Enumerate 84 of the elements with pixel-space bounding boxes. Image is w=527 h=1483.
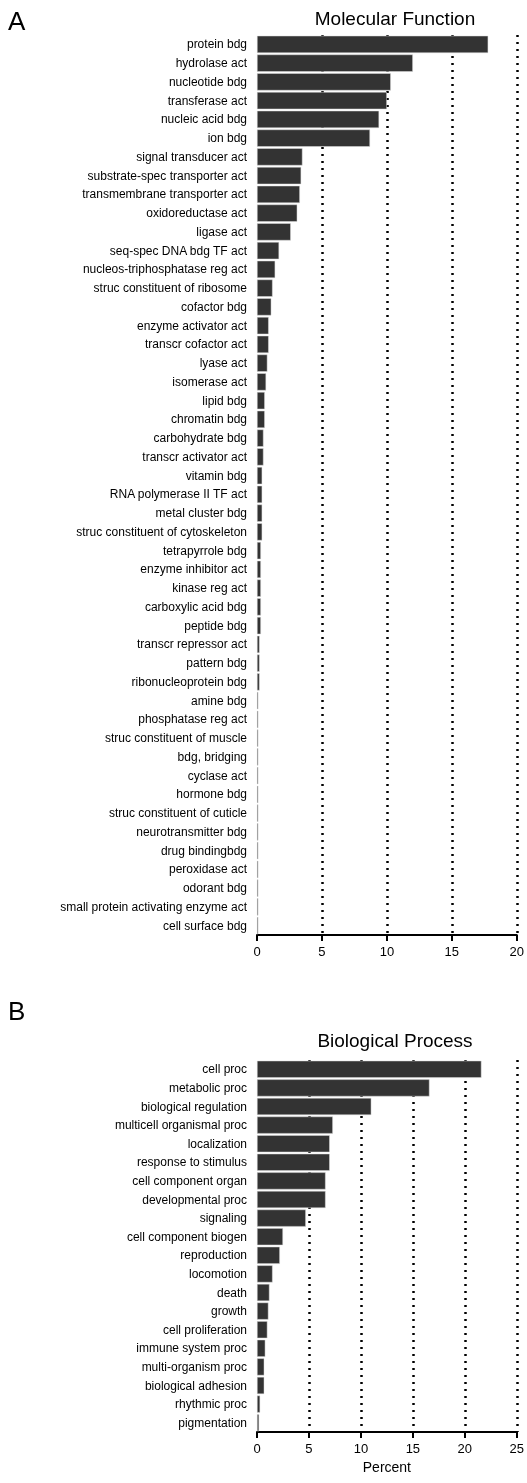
y-tick-label: response to stimulus xyxy=(136,1155,247,1170)
y-tick-label: cell component organ xyxy=(132,1173,247,1188)
y-tick-label: struc constituent of muscle xyxy=(104,731,248,746)
y-tick-label: ribonucleoprotein bdg xyxy=(131,674,247,689)
x-tick-label: 0 xyxy=(253,1441,261,1456)
y-tick-label: carbohydrate bdg xyxy=(153,431,247,446)
y-tick-label: vitamin bdg xyxy=(185,468,247,483)
y-tick-label: cyclase act xyxy=(187,768,248,783)
y-tick-label: hydrolase act xyxy=(175,56,248,71)
y-tick-label: small protein activating enzyme act xyxy=(60,899,248,914)
y-tick-label: peroxidase act xyxy=(168,862,248,877)
y-tick-label: signaling xyxy=(199,1211,247,1226)
y-tick-label: nucleic acid bdg xyxy=(160,112,247,127)
y-tick-label: nucleotide bdg xyxy=(168,74,247,89)
y-tick-label: reproduction xyxy=(180,1248,247,1263)
y-tick-label: phosphatase reg act xyxy=(138,712,248,727)
x-tick-label: 15 xyxy=(444,944,460,959)
y-tick-label: ion bdg xyxy=(207,131,247,146)
y-tick-label: transcr repressor act xyxy=(136,637,248,652)
y-tick-label: transcr activator act xyxy=(142,449,248,464)
y-tick-label: lipid bdg xyxy=(202,393,247,408)
y-tick-label: lyase act xyxy=(199,356,248,371)
y-tick-label: enzyme activator act xyxy=(136,318,248,333)
y-tick-label: substrate-spec transporter act xyxy=(87,168,248,183)
x-tick-label: 25 xyxy=(509,1441,524,1456)
y-tick-label: pigmentation xyxy=(178,1415,247,1430)
x-tick-label: 5 xyxy=(305,1441,313,1456)
y-tick-label: protein bdg xyxy=(186,37,247,52)
y-tick-label: drug bindingbdg xyxy=(160,843,247,858)
y-tick-label: biological regulation xyxy=(140,1099,247,1114)
y-tick-label: multi-organism proc xyxy=(141,1359,247,1374)
y-tick-label: metal cluster bdg xyxy=(155,506,247,521)
y-tick-label: developmental proc xyxy=(142,1192,247,1207)
x-tick-label: 15 xyxy=(405,1441,421,1456)
x-tick-label: 20 xyxy=(509,944,524,959)
y-tick-label: peptide bdg xyxy=(184,618,247,633)
y-tick-label: signal transducer act xyxy=(136,149,248,164)
y-tick-label: cell surface bdg xyxy=(162,918,247,933)
y-tick-label: cell component biogen xyxy=(126,1229,247,1244)
y-tick-label: transcr cofactor act xyxy=(144,337,248,352)
x-axis-title: Percent xyxy=(362,1459,412,1475)
y-tick-label: amine bdg xyxy=(190,693,247,708)
y-tick-label: metabolic proc xyxy=(168,1080,247,1095)
chart-title: Biological Process xyxy=(317,1030,473,1051)
x-tick-label: 10 xyxy=(353,1441,369,1456)
y-tick-label: kinase reg act xyxy=(172,581,248,596)
y-tick-label: struc constituent of ribosome xyxy=(93,281,248,296)
y-tick-label: cofactor bdg xyxy=(180,299,247,314)
y-tick-label: bdg, bridging xyxy=(177,749,247,764)
chart-title: Molecular Function xyxy=(314,8,476,29)
y-tick-label: pattern bdg xyxy=(186,656,247,671)
x-tick-label: 5 xyxy=(318,944,326,959)
x-tick-label: 10 xyxy=(379,944,395,959)
y-tick-label: neurotransmitter bdg xyxy=(136,824,247,839)
y-tick-label: seq-spec DNA bdg TF act xyxy=(109,243,248,258)
y-tick-label: hormone bdg xyxy=(176,787,247,802)
x-tick-label: 20 xyxy=(457,1441,473,1456)
y-tick-label: chromatin bdg xyxy=(170,412,247,427)
y-tick-label: death xyxy=(216,1285,247,1300)
y-tick-label: transmembrane transporter act xyxy=(82,187,248,202)
y-tick-label: immune system proc xyxy=(136,1341,247,1356)
y-tick-label: biological adhesion xyxy=(144,1378,247,1393)
y-tick-label: locomotion xyxy=(188,1266,247,1281)
y-tick-label: oxidoreductase act xyxy=(146,206,248,221)
y-tick-label: cell proc xyxy=(202,1062,247,1077)
y-tick-label: multicell organismal proc xyxy=(114,1118,247,1133)
y-tick-label: tetrapyrrole bdg xyxy=(162,543,247,558)
y-tick-label: isomerase act xyxy=(172,374,248,389)
text: A xyxy=(8,6,26,36)
y-tick-label: rhythmic proc xyxy=(174,1397,247,1412)
y-tick-label: struc constituent of cuticle xyxy=(108,806,248,821)
y-tick-label: growth xyxy=(210,1304,247,1319)
y-tick-label: enzyme inhibitor act xyxy=(140,562,248,577)
x-tick-label: 0 xyxy=(253,944,261,959)
y-tick-label: struc constituent of cytoskeleton xyxy=(76,524,247,539)
y-tick-label: localization xyxy=(187,1136,247,1151)
y-tick-label: cell proliferation xyxy=(162,1322,247,1337)
y-tick-label: odorant bdg xyxy=(182,881,247,896)
y-tick-label: ligase act xyxy=(196,224,248,239)
y-tick-label: transferase act xyxy=(167,93,248,108)
y-tick-label: RNA polymerase II TF act xyxy=(109,487,248,502)
y-tick-label: nucleos-triphosphatase reg act xyxy=(82,262,248,277)
text: B xyxy=(8,996,26,1026)
y-tick-label: carboxylic acid bdg xyxy=(144,599,247,614)
